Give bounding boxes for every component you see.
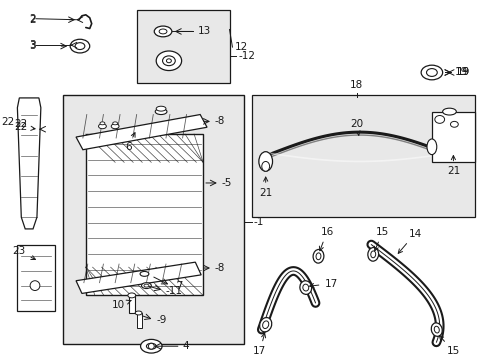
Text: 3: 3 bbox=[29, 40, 36, 50]
Text: 3: 3 bbox=[29, 41, 36, 51]
Ellipse shape bbox=[299, 281, 311, 294]
Circle shape bbox=[148, 343, 154, 349]
Text: 14: 14 bbox=[397, 229, 421, 253]
Text: 13: 13 bbox=[198, 26, 211, 36]
Ellipse shape bbox=[449, 121, 457, 127]
Ellipse shape bbox=[127, 293, 135, 298]
Ellipse shape bbox=[442, 108, 455, 115]
Bar bbox=[128, 296, 134, 313]
Text: 19: 19 bbox=[455, 67, 468, 77]
Ellipse shape bbox=[426, 139, 436, 154]
Ellipse shape bbox=[166, 59, 171, 63]
Ellipse shape bbox=[370, 251, 375, 258]
Text: 2: 2 bbox=[29, 14, 36, 24]
Ellipse shape bbox=[262, 321, 268, 329]
Ellipse shape bbox=[155, 109, 166, 114]
Ellipse shape bbox=[141, 283, 151, 289]
Bar bbox=[63, 95, 244, 344]
Text: 23: 23 bbox=[13, 246, 35, 260]
Ellipse shape bbox=[159, 29, 166, 34]
Ellipse shape bbox=[258, 152, 272, 171]
Ellipse shape bbox=[315, 253, 320, 260]
Text: 15: 15 bbox=[374, 227, 388, 251]
Text: 17: 17 bbox=[309, 279, 337, 289]
Text: 21: 21 bbox=[446, 156, 459, 176]
Ellipse shape bbox=[302, 284, 308, 291]
Text: 21: 21 bbox=[259, 177, 272, 198]
Ellipse shape bbox=[143, 284, 148, 287]
Ellipse shape bbox=[135, 311, 142, 315]
Ellipse shape bbox=[98, 124, 106, 129]
Ellipse shape bbox=[156, 106, 165, 111]
Text: 19: 19 bbox=[453, 67, 467, 77]
Text: 12: 12 bbox=[234, 42, 247, 52]
Ellipse shape bbox=[75, 43, 84, 50]
Text: 19: 19 bbox=[455, 67, 468, 77]
Ellipse shape bbox=[426, 69, 436, 76]
Bar bbox=[136, 313, 141, 328]
Circle shape bbox=[30, 281, 40, 291]
Text: 20: 20 bbox=[349, 119, 363, 135]
Text: 15: 15 bbox=[438, 336, 459, 356]
Ellipse shape bbox=[261, 162, 269, 171]
Text: -9: -9 bbox=[156, 315, 166, 325]
Text: 22: 22 bbox=[15, 119, 28, 129]
Text: -5: -5 bbox=[221, 178, 232, 188]
Bar bbox=[18, 244, 55, 311]
Ellipse shape bbox=[420, 65, 442, 80]
Ellipse shape bbox=[70, 39, 89, 53]
Bar bbox=[85, 134, 203, 296]
Text: 4: 4 bbox=[182, 341, 189, 351]
Ellipse shape bbox=[146, 343, 156, 349]
Text: -1: -1 bbox=[253, 217, 264, 227]
Ellipse shape bbox=[140, 339, 162, 353]
Bar bbox=[431, 112, 474, 162]
Ellipse shape bbox=[434, 116, 444, 123]
Bar bbox=[251, 95, 474, 217]
Text: 18: 18 bbox=[349, 80, 363, 90]
Ellipse shape bbox=[259, 318, 271, 332]
Text: 2: 2 bbox=[29, 15, 36, 25]
Polygon shape bbox=[76, 114, 206, 150]
Ellipse shape bbox=[162, 56, 175, 66]
Text: 10: 10 bbox=[112, 300, 131, 310]
Text: 6: 6 bbox=[124, 133, 135, 152]
Polygon shape bbox=[18, 98, 41, 229]
Text: -8: -8 bbox=[214, 263, 225, 273]
Text: -12: -12 bbox=[238, 51, 255, 61]
Ellipse shape bbox=[156, 51, 181, 71]
Ellipse shape bbox=[111, 124, 119, 129]
Polygon shape bbox=[76, 262, 201, 293]
Text: -11: -11 bbox=[165, 285, 183, 296]
Text: 22: 22 bbox=[1, 117, 15, 127]
Ellipse shape bbox=[430, 323, 441, 336]
Ellipse shape bbox=[140, 271, 148, 276]
Ellipse shape bbox=[367, 247, 378, 261]
Text: -7: -7 bbox=[173, 280, 184, 291]
Text: -8: -8 bbox=[214, 116, 225, 126]
Ellipse shape bbox=[312, 249, 323, 263]
Ellipse shape bbox=[154, 26, 171, 37]
Ellipse shape bbox=[112, 122, 117, 125]
Ellipse shape bbox=[433, 326, 438, 333]
Text: 16: 16 bbox=[319, 227, 333, 251]
Text: 17: 17 bbox=[253, 333, 266, 356]
Text: 22: 22 bbox=[15, 122, 35, 132]
Bar bbox=[136, 10, 229, 83]
Ellipse shape bbox=[100, 122, 104, 125]
